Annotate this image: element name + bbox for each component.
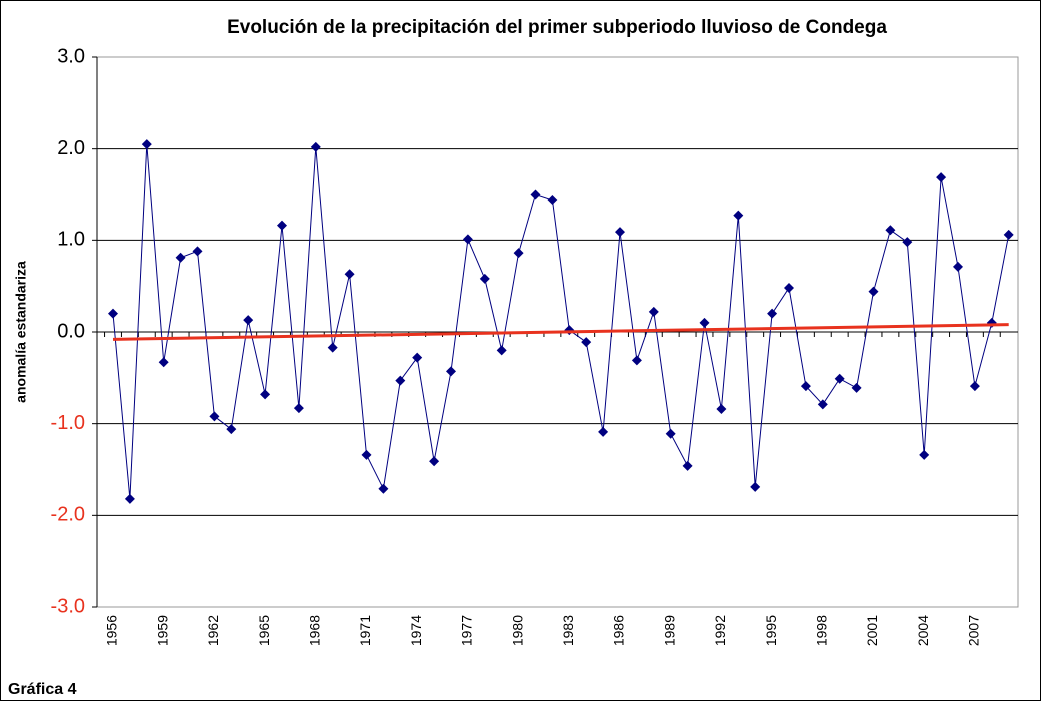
marker (750, 481, 761, 492)
marker (919, 449, 930, 460)
data-line (112, 144, 1010, 499)
marker (648, 306, 659, 317)
x-tick-label: 1971 (357, 615, 373, 646)
marker (175, 252, 186, 263)
marker (412, 352, 423, 363)
marker (598, 426, 609, 437)
marker (969, 381, 980, 392)
marker (141, 139, 152, 150)
marker (462, 234, 473, 245)
marker (243, 315, 254, 326)
x-tick-label: 1986 (611, 615, 627, 646)
marker (378, 483, 389, 494)
footer: Gráfica 4 (8, 681, 77, 698)
marker (851, 382, 862, 393)
x-tick-label: 1983 (560, 615, 576, 646)
x-tick-label: 1962 (205, 615, 221, 646)
marker (834, 373, 845, 384)
trend-line (112, 323, 1009, 341)
marker (1003, 229, 1014, 240)
marker (581, 337, 592, 348)
y-tick-label: -3.0 (51, 595, 85, 617)
x-tick-label: 1995 (763, 615, 779, 646)
marker (682, 460, 693, 471)
x-tick-label: 1974 (408, 615, 424, 646)
marker (124, 493, 135, 504)
marker (767, 308, 778, 319)
x-tick-label: 1980 (509, 615, 525, 646)
marker (108, 308, 118, 319)
marker (953, 261, 963, 272)
x-tick-label: 1959 (154, 615, 170, 646)
y-tick-label: -1.0 (51, 412, 85, 434)
marker (496, 345, 507, 356)
marker (293, 403, 304, 414)
x-tick-label: 1965 (256, 615, 272, 646)
x-tick-label: 2001 (864, 615, 880, 646)
marker (192, 246, 203, 257)
marker (446, 366, 456, 377)
y-tick-label: 3.0 (57, 45, 85, 67)
marker (344, 269, 355, 280)
marker (902, 237, 913, 248)
marker (226, 424, 237, 435)
x-tick-label: 1968 (307, 615, 323, 646)
marker (868, 286, 879, 297)
marker (615, 227, 625, 238)
marker (395, 375, 406, 386)
x-tick-label: 1998 (814, 615, 830, 646)
marker (885, 225, 896, 236)
x-tick-label: 1989 (661, 615, 677, 646)
x-tick-label: 1992 (712, 615, 728, 646)
marker (530, 189, 541, 200)
chart-title: Evolución de la precipitación del primer… (227, 17, 887, 38)
marker (733, 210, 744, 221)
marker (716, 404, 727, 414)
marker (310, 141, 321, 152)
marker (784, 283, 794, 293)
marker (158, 357, 169, 368)
y-axis-label: anomalía estandariza (13, 261, 29, 403)
marker (327, 342, 338, 353)
marker (361, 449, 372, 460)
x-tick-label: 2007 (966, 615, 982, 646)
marker (260, 389, 271, 400)
y-tick-label: 1.0 (57, 229, 85, 251)
x-tick-label: 2004 (915, 615, 931, 646)
marker (665, 428, 676, 439)
marker (429, 456, 440, 467)
marker (547, 195, 558, 205)
marker (800, 381, 811, 392)
x-tick-label: 1977 (459, 615, 475, 646)
y-tick-label: 2.0 (57, 137, 85, 159)
marker (817, 399, 828, 410)
marker (209, 411, 220, 422)
marker (631, 355, 642, 366)
y-tick-label: 0.0 (57, 320, 85, 342)
marker (513, 248, 524, 259)
y-tick-label: -2.0 (51, 504, 85, 526)
marker (277, 220, 287, 231)
marker (699, 317, 710, 328)
marker (936, 172, 947, 183)
x-tick-label: 1956 (104, 615, 120, 646)
marker (479, 273, 490, 284)
